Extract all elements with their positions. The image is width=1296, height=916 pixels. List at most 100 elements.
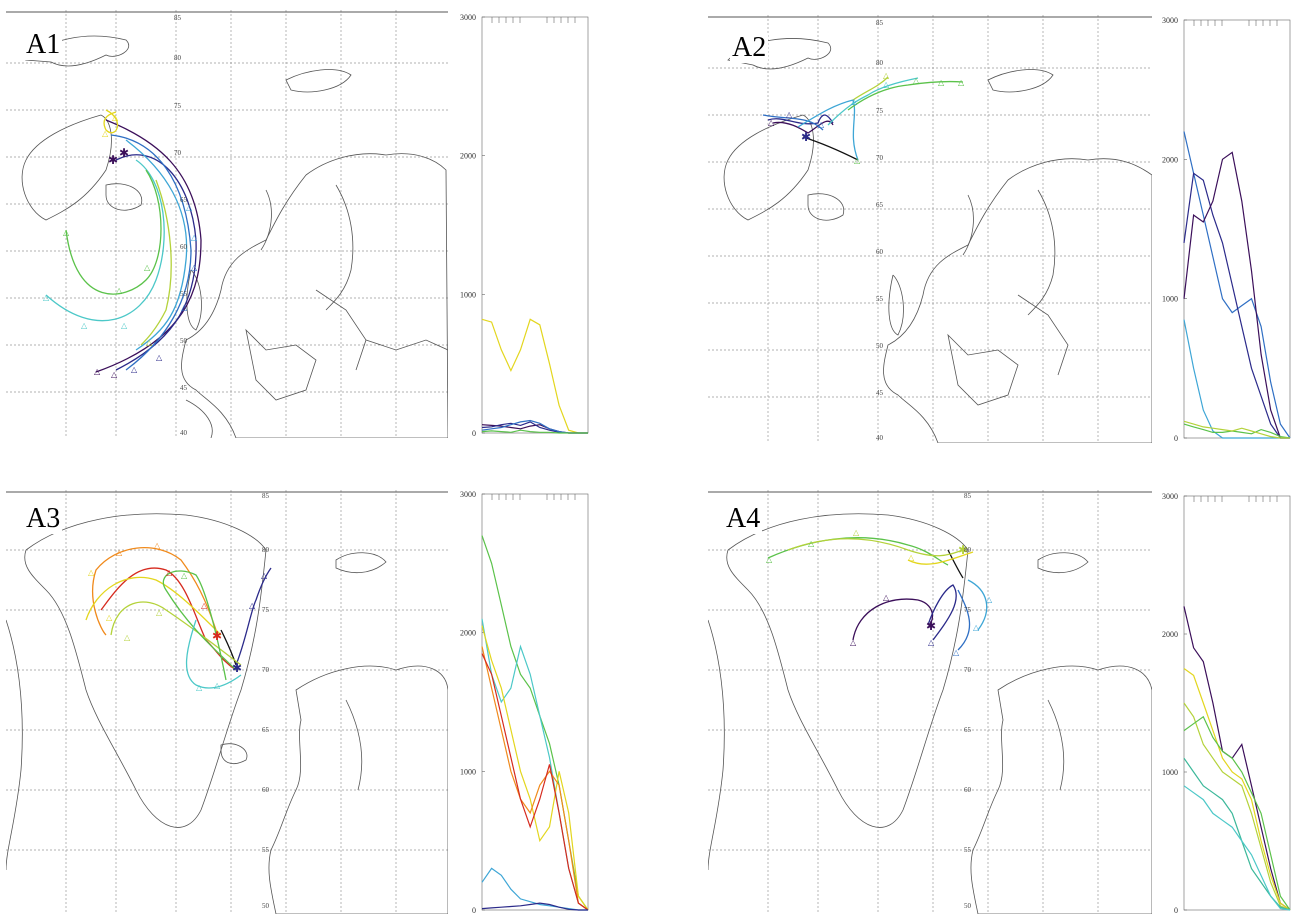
svg-text:△: △ [986, 595, 993, 604]
profile-series-line [481, 318, 588, 434]
trajectory-markers: △ △ △ △ △ △ △ △ △ △ ✱ ✱ [766, 528, 993, 657]
lat-label: 55 [262, 846, 270, 854]
lat-label: 75 [964, 606, 972, 614]
coastlines [6, 513, 448, 914]
y-tick-label: 2000 [1162, 155, 1178, 164]
lat-label: 40 [876, 434, 884, 442]
coastlines [708, 513, 1152, 914]
lat-label: 85 [262, 492, 270, 500]
svg-text:△: △ [181, 571, 188, 580]
lat-label: 65 [262, 726, 270, 734]
lat-label: 50 [180, 337, 188, 345]
y-tick-label: 2000 [460, 629, 476, 638]
svg-text:✱: ✱ [119, 146, 129, 160]
y-tick-label: 2000 [1162, 630, 1178, 639]
trajectory-map-a2: △ △ △ △ △ △ △ △ △ △ ✱ 85 80 75 70 65 60 55 50… [708, 15, 1152, 443]
lat-label: 45 [180, 384, 188, 392]
lat-label: 55 [876, 295, 884, 303]
profile-svg-a4: 3000 2000 1000 0 [1162, 492, 1291, 915]
profile-series-line [1183, 715, 1291, 911]
lat-label: 60 [964, 786, 972, 794]
lat-label: 60 [876, 248, 884, 256]
trajectories [762, 76, 964, 161]
profile-svg-a2: 3000 2000 1000 0 [1162, 16, 1291, 443]
svg-text:△: △ [154, 541, 161, 550]
map-svg-a2: △△ △△ △ △ △ △ △△ ✱ 85 80 75 70 65 60 55 50… [708, 15, 1152, 443]
latitude-labels: 85 80 75 70 65 60 55 50 [964, 492, 972, 910]
svg-text:△: △ [191, 233, 198, 242]
lat-label: 60 [180, 243, 188, 251]
profile-frame [481, 16, 589, 434]
profile-series-line [481, 429, 588, 434]
svg-text:✱: ✱ [926, 619, 936, 633]
lat-label: 70 [262, 666, 270, 674]
svg-text:△: △ [181, 303, 188, 312]
svg-text:△: △ [928, 638, 935, 647]
svg-text:△: △ [908, 553, 915, 562]
profile-series-line [1183, 702, 1291, 911]
lat-label: 45 [876, 389, 884, 397]
lat-label: 65 [876, 201, 884, 209]
svg-text:△: △ [850, 638, 857, 647]
profile-series-line [1183, 131, 1291, 439]
profile-frame [1183, 19, 1291, 439]
lat-label: 65 [180, 196, 188, 204]
svg-text:△: △ [94, 367, 101, 376]
profile-frame [481, 493, 589, 911]
lat-label: 65 [964, 726, 972, 734]
y-tick-label: 2000 [460, 152, 476, 161]
trajectories [45, 109, 202, 373]
svg-text:△: △ [88, 568, 95, 577]
graticule [708, 490, 1152, 914]
svg-text:△: △ [186, 203, 193, 212]
trajectory-map-a1: △ △ △ △ △ △ △ △ △ △ △ △ △ △ △ △ △ ✱ ✱ 85 80 75 7… [6, 10, 448, 438]
coastlines [21, 35, 448, 438]
svg-text:△: △ [124, 633, 131, 642]
lat-label: 70 [174, 149, 182, 157]
profile-series-line [481, 625, 589, 911]
lat-label: 70 [876, 154, 884, 162]
panel-label-a3: A3 [24, 503, 63, 534]
svg-text:△: △ [43, 293, 50, 302]
lat-label: 40 [180, 429, 188, 437]
y-tick-label: 1000 [460, 290, 476, 299]
trajectory-map-a4: △ △ △ △ △ △ △ △ △ △ ✱ ✱ 85 80 75 70 65 60 55 … [708, 490, 1152, 914]
svg-text:△: △ [81, 321, 88, 330]
svg-text:△: △ [106, 613, 113, 622]
map-svg-a4: △ △ △ △ △ △ △ △ △ △ ✱ ✱ 85 80 75 70 65 60 55 … [708, 490, 1152, 914]
panel-label-a1: A1 [24, 29, 63, 60]
profile-series-line [1183, 151, 1290, 439]
lat-label: 80 [174, 54, 182, 62]
profile-series-line [1183, 423, 1291, 439]
altitude-profile-a1: 3000 2000 1000 0 [460, 13, 590, 438]
svg-text:△: △ [166, 568, 173, 577]
lat-label: 80 [964, 546, 972, 554]
svg-text:△: △ [214, 681, 221, 690]
map-svg-a1: △ △ △△ △△ △△ △△ △△ △△ △△ △ ✱ ✱ 85 80 75 7… [6, 10, 448, 438]
profile-series-line [481, 653, 589, 911]
svg-text:△: △ [853, 528, 860, 537]
svg-text:△: △ [808, 539, 815, 548]
svg-text:△: △ [883, 71, 890, 80]
lat-label: 50 [964, 902, 972, 910]
altitude-profile-a4: 3000 2000 1000 0 [1162, 492, 1292, 915]
profile-series-line [1183, 606, 1291, 911]
y-tick-label: 3000 [1162, 16, 1178, 25]
profile-series-line [1183, 668, 1291, 911]
latitude-labels: 85 80 75 70 65 60 55 50 45 40 [876, 19, 884, 442]
svg-text:△: △ [973, 623, 980, 632]
lat-label: 85 [174, 14, 182, 22]
svg-text:△: △ [938, 78, 945, 87]
trajectory-markers: △△ △△ △ △ △ △ △△ ✱ [768, 71, 965, 165]
y-tick-label: 3000 [1162, 492, 1178, 501]
profile-series-line [1183, 319, 1290, 439]
lat-label: 50 [876, 342, 884, 350]
svg-text:△: △ [883, 80, 890, 89]
svg-text:△: △ [63, 228, 70, 237]
svg-text:✱: ✱ [232, 661, 242, 675]
svg-text:△: △ [112, 113, 119, 122]
y-tick-label: 1000 [460, 767, 476, 776]
lat-label: 75 [174, 102, 182, 110]
altitude-profile-a2: 3000 2000 1000 0 [1162, 16, 1292, 443]
latitude-labels: 85 80 75 70 65 60 55 50 45 40 [174, 14, 188, 437]
